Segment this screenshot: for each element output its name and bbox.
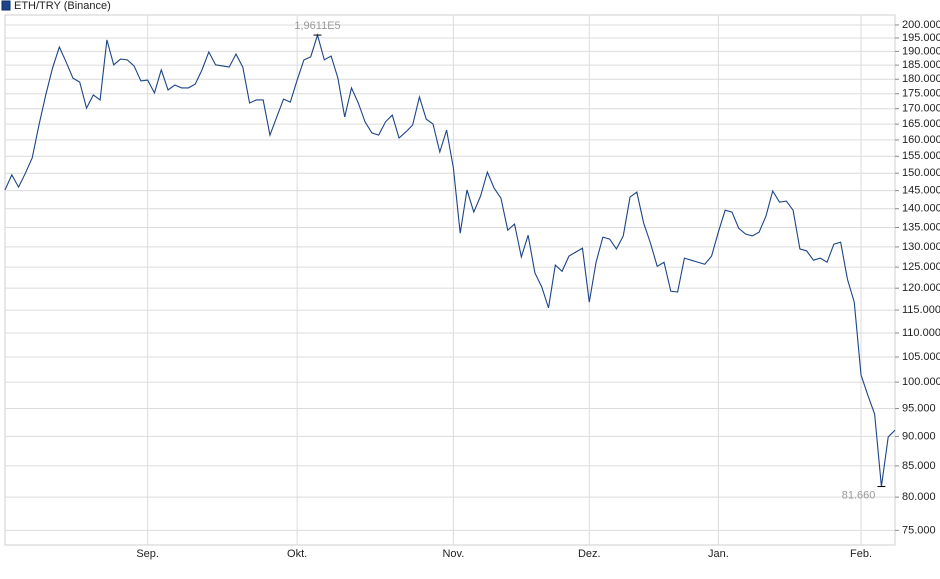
y-tick-label: 200.000 bbox=[902, 19, 940, 31]
y-tick-label: 115.000 bbox=[902, 304, 940, 316]
x-tick-label: Sep. bbox=[136, 548, 159, 560]
y-tick-label: 165.000 bbox=[902, 118, 940, 130]
price-line bbox=[4, 33, 896, 487]
y-tick-label: 145.000 bbox=[902, 185, 940, 197]
y-tick-label: 105.000 bbox=[902, 351, 940, 363]
y-tick-label: 120.000 bbox=[902, 282, 940, 294]
x-tick-label: Jan. bbox=[708, 548, 729, 560]
y-tick-label: 170.000 bbox=[902, 103, 940, 115]
x-tick-label: Nov. bbox=[442, 548, 464, 560]
y-tick-label: 135.000 bbox=[902, 221, 940, 233]
y-tick-label: 155.000 bbox=[902, 150, 940, 162]
y-tick-label: 90.000 bbox=[902, 430, 936, 442]
y-tick-label: 80.000 bbox=[902, 491, 936, 503]
y-tick-label: 110.000 bbox=[902, 327, 940, 339]
y-tick-label: 100.000 bbox=[902, 376, 940, 388]
value-label: 1,9611E5 bbox=[294, 20, 340, 32]
x-tick-label: Feb. bbox=[850, 548, 872, 560]
value-label: 81.660 bbox=[842, 489, 876, 501]
y-tick-label: 85.000 bbox=[902, 460, 936, 472]
y-tick-label: 130.000 bbox=[902, 241, 940, 253]
y-tick-label: 175.000 bbox=[902, 88, 940, 100]
legend-label: ETH/TRY (Binance) bbox=[14, 0, 111, 12]
y-tick-label: 190.000 bbox=[902, 45, 940, 57]
y-tick-label: 180.000 bbox=[902, 73, 940, 85]
y-tick-label: 140.000 bbox=[902, 203, 940, 215]
y-tick-label: 195.000 bbox=[902, 32, 940, 44]
y-tick-label: 95.000 bbox=[902, 402, 936, 414]
x-tick-label: Dez. bbox=[578, 548, 601, 560]
y-tick-label: 150.000 bbox=[902, 167, 940, 179]
y-tick-label: 75.000 bbox=[902, 524, 936, 536]
y-tick-label: 125.000 bbox=[902, 261, 940, 273]
y-tick-label: 185.000 bbox=[902, 59, 940, 71]
x-tick-label: Okt. bbox=[287, 548, 307, 560]
legend-swatch bbox=[1, 0, 11, 11]
plot-frame bbox=[4, 14, 896, 546]
y-tick-label: 160.000 bbox=[902, 134, 940, 146]
